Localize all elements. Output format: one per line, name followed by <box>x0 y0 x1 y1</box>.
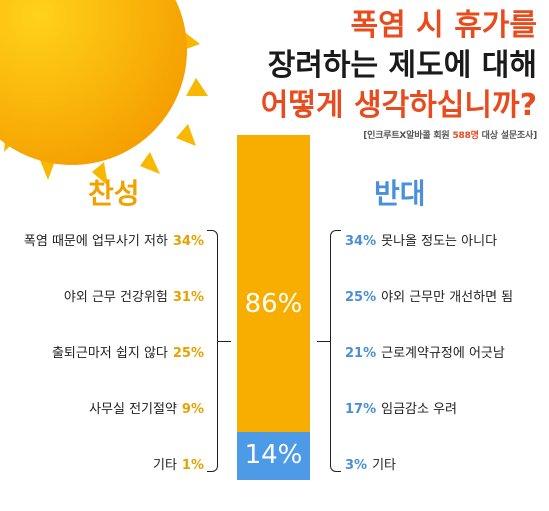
disagree-reasons-list: 34% 못나올 정도는 아니다 25% 야외 근무만 개선하면 됨 21% 근로계약규… <box>345 231 513 511</box>
agree-reason-item: 야외 근무 건강위험 31% <box>63 290 204 305</box>
disagree-reason-item: 21% 근로계약규정에 어긋남 <box>345 346 505 361</box>
agree-reason-value: 1% <box>181 458 204 473</box>
agree-heading: 찬성 <box>88 177 140 210</box>
disagree-reason-item: 17% 임금감소 우려 <box>345 402 458 417</box>
disagree-reason-value: 3% <box>345 458 368 473</box>
disagree-reason-value: 17% <box>345 402 377 417</box>
agree-reason-item: 기타 1% <box>153 458 204 473</box>
title-line-2: 장려하는 제도에 대해 <box>267 48 537 83</box>
title-line-1: 폭염 시 휴가를 <box>350 8 538 43</box>
agree-reason-item: 출퇴근마저 쉽지 않다 25% <box>51 346 204 361</box>
agree-reason-item: 폭염 때문에 업무사기 저하 34% <box>23 234 204 249</box>
agree-bar-segment <box>237 135 310 432</box>
disagree-reason-value: 25% <box>345 290 377 305</box>
disagree-reason-item: 34% 못나올 정도는 아니다 <box>345 234 498 249</box>
disagree-reason-item: 3% 기타 <box>345 458 396 473</box>
disagree-bar-segment <box>237 432 310 480</box>
agree-reason-value: 31% <box>172 290 204 305</box>
agree-reason-value: 9% <box>181 402 204 417</box>
stacked-bar: 86% 14% <box>237 135 310 480</box>
title-line-3: 어떻게 생각하십니까? <box>260 88 537 123</box>
disagree-reason-value: 34% <box>345 234 377 249</box>
agree-brace <box>207 230 231 472</box>
agree-percent-label: 86% <box>244 288 303 319</box>
disagree-reason-item: 25% 야외 근무만 개선하면 됨 <box>345 290 514 305</box>
agree-reason-value: 34% <box>172 234 204 249</box>
disagree-heading: 반대 <box>374 177 426 210</box>
survey-title: 폭염 시 휴가를 장려하는 제도에 대해 어떻게 생각하십니까? [인크루트X알… <box>261 6 537 141</box>
disagree-percent-label: 14% <box>244 440 303 470</box>
agree-reason-value: 25% <box>172 346 204 361</box>
sun-illustration <box>0 0 208 186</box>
disagree-brace <box>317 230 341 472</box>
respondent-count: 588명 <box>452 131 479 141</box>
disagree-reason-value: 21% <box>345 346 377 361</box>
agree-reason-item: 사무실 전기절약 9% <box>89 402 204 417</box>
agree-reasons-list: 폭염 때문에 업무사기 저하 34% 야외 근무 건강위험 31% 출퇴근마저 쉽지… <box>24 231 204 511</box>
survey-source: [인크루트X알바콜 회원 588명 대상 설문조사] <box>363 131 537 141</box>
